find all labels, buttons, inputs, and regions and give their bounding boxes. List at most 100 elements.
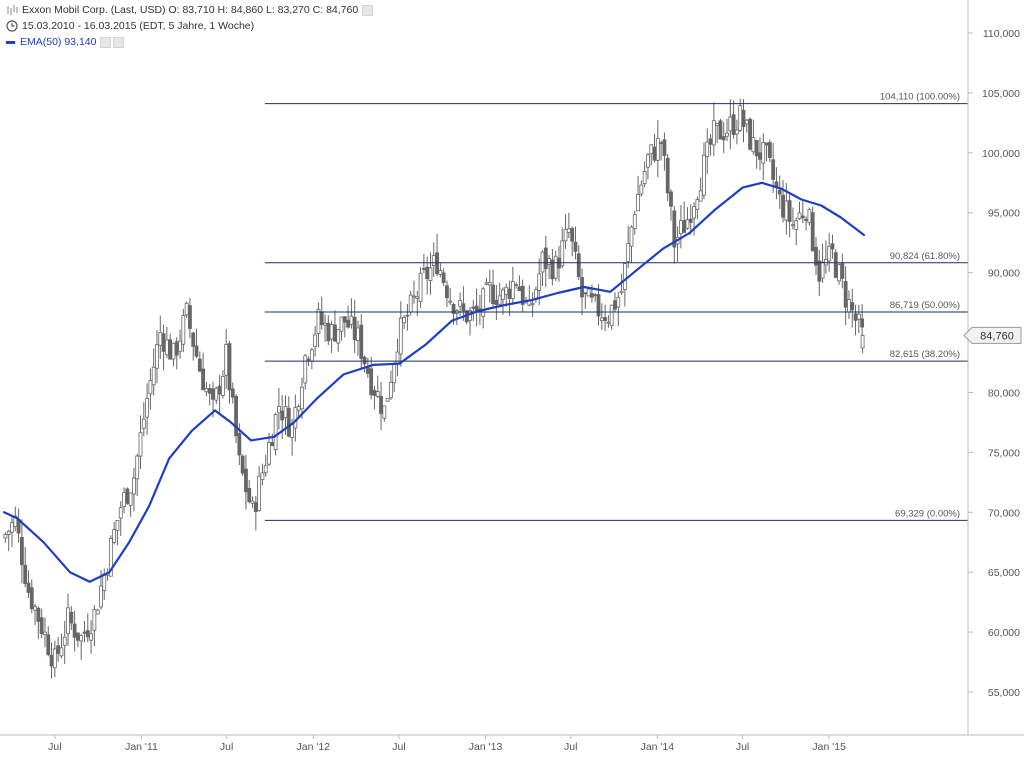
candle-body — [481, 288, 486, 317]
candle-body — [543, 247, 548, 270]
candle-body — [29, 587, 34, 610]
candle-body — [445, 285, 449, 299]
x-tick-label: Jan '15 — [812, 741, 846, 753]
last-price-tag — [963, 326, 1022, 344]
candle-body — [6, 530, 11, 535]
candle-body — [833, 252, 838, 278]
candle-body — [728, 116, 733, 132]
ema-remove-button[interactable] — [113, 36, 125, 48]
candle-body — [573, 241, 578, 252]
candle-body — [253, 502, 258, 513]
candle-body — [530, 303, 535, 306]
candle-body — [122, 492, 126, 507]
candle-body — [211, 388, 215, 400]
candle-body — [761, 142, 766, 164]
candle-body — [856, 313, 861, 320]
header-settings-button[interactable] — [362, 4, 374, 16]
candle-body — [471, 306, 476, 309]
header-symbol-text: Exxon Mobil Corp. (Last, USD) O: 83,710 … — [22, 4, 359, 16]
candle-body — [270, 442, 275, 447]
candle-body — [263, 465, 268, 474]
candle-body — [286, 407, 291, 437]
last-price-label: 84,760 — [980, 330, 1014, 342]
candle-body — [596, 294, 601, 317]
candle-body — [36, 607, 41, 622]
candle-body — [613, 300, 617, 310]
y-tick-label: 100,000 — [982, 148, 1020, 160]
candle-body — [194, 345, 199, 357]
candle-body — [329, 324, 334, 340]
ema-settings-button[interactable] — [100, 36, 112, 48]
candle-body — [306, 358, 311, 361]
candle-body — [428, 267, 433, 281]
candle-body — [837, 264, 841, 282]
candle-body — [342, 316, 347, 323]
header-symbol-row: Exxon Mobil Corp. (Last, USD) O: 83,710 … — [6, 3, 374, 17]
candle-body — [609, 304, 614, 327]
candle-body — [497, 295, 502, 305]
candle-body — [702, 154, 706, 196]
candle-body — [46, 634, 51, 655]
candle-body — [583, 292, 588, 295]
candle-body — [214, 387, 219, 401]
candle-body — [207, 388, 212, 394]
candle-body — [336, 329, 341, 344]
candle-body — [79, 635, 84, 642]
candle-body — [698, 190, 703, 202]
chart-type-icon[interactable] — [6, 4, 18, 16]
candle-body — [665, 157, 670, 194]
candle-body — [682, 220, 687, 233]
candle-body — [458, 299, 463, 307]
candle-body — [425, 266, 430, 279]
candle-body — [392, 363, 397, 383]
candle-body — [108, 537, 113, 577]
candle-body — [339, 316, 344, 332]
candle-body — [692, 206, 696, 219]
candle-body — [830, 243, 835, 250]
candle-body — [590, 293, 594, 298]
candle-body — [606, 321, 611, 324]
candle-body — [563, 229, 568, 242]
y-tick-label: 75,000 — [988, 447, 1020, 459]
candle-body — [92, 609, 97, 631]
candle-body — [438, 270, 443, 275]
candle-body — [59, 647, 64, 657]
fib-level-label: 90,824 (61.80%) — [890, 251, 960, 262]
x-tick-label: Jan '11 — [125, 741, 158, 753]
candle-body — [448, 300, 453, 303]
candle-body — [352, 316, 357, 341]
candle-body — [514, 284, 519, 286]
candle-body — [510, 281, 515, 299]
candle-body — [751, 137, 756, 153]
candle-body — [629, 226, 634, 247]
candle-body — [840, 262, 845, 279]
candle-body — [807, 209, 812, 224]
candle-body — [672, 210, 677, 248]
candle-body — [599, 317, 604, 321]
candle-body — [435, 252, 439, 275]
candle-body — [10, 522, 14, 533]
candle-body — [823, 258, 828, 266]
candle-body — [260, 472, 265, 480]
y-tick-label: 105,000 — [982, 88, 1020, 100]
candle-body — [570, 228, 575, 242]
candle-body — [280, 410, 285, 421]
y-tick-label: 80,000 — [988, 387, 1020, 399]
candle-body — [441, 272, 446, 284]
candle-body — [145, 398, 149, 418]
y-tick-label: 70,000 — [988, 507, 1020, 519]
candle-body — [642, 171, 647, 185]
candle-body — [76, 632, 80, 641]
candle-layer — [3, 98, 865, 679]
candle-body — [293, 407, 298, 429]
candle-body — [810, 212, 815, 252]
candle-body — [744, 119, 749, 125]
candle-body — [33, 606, 37, 611]
candle-body — [155, 344, 159, 369]
candle-body — [389, 381, 393, 399]
candle-body — [227, 343, 232, 391]
candle-body — [797, 212, 802, 220]
candle-body — [669, 191, 673, 207]
